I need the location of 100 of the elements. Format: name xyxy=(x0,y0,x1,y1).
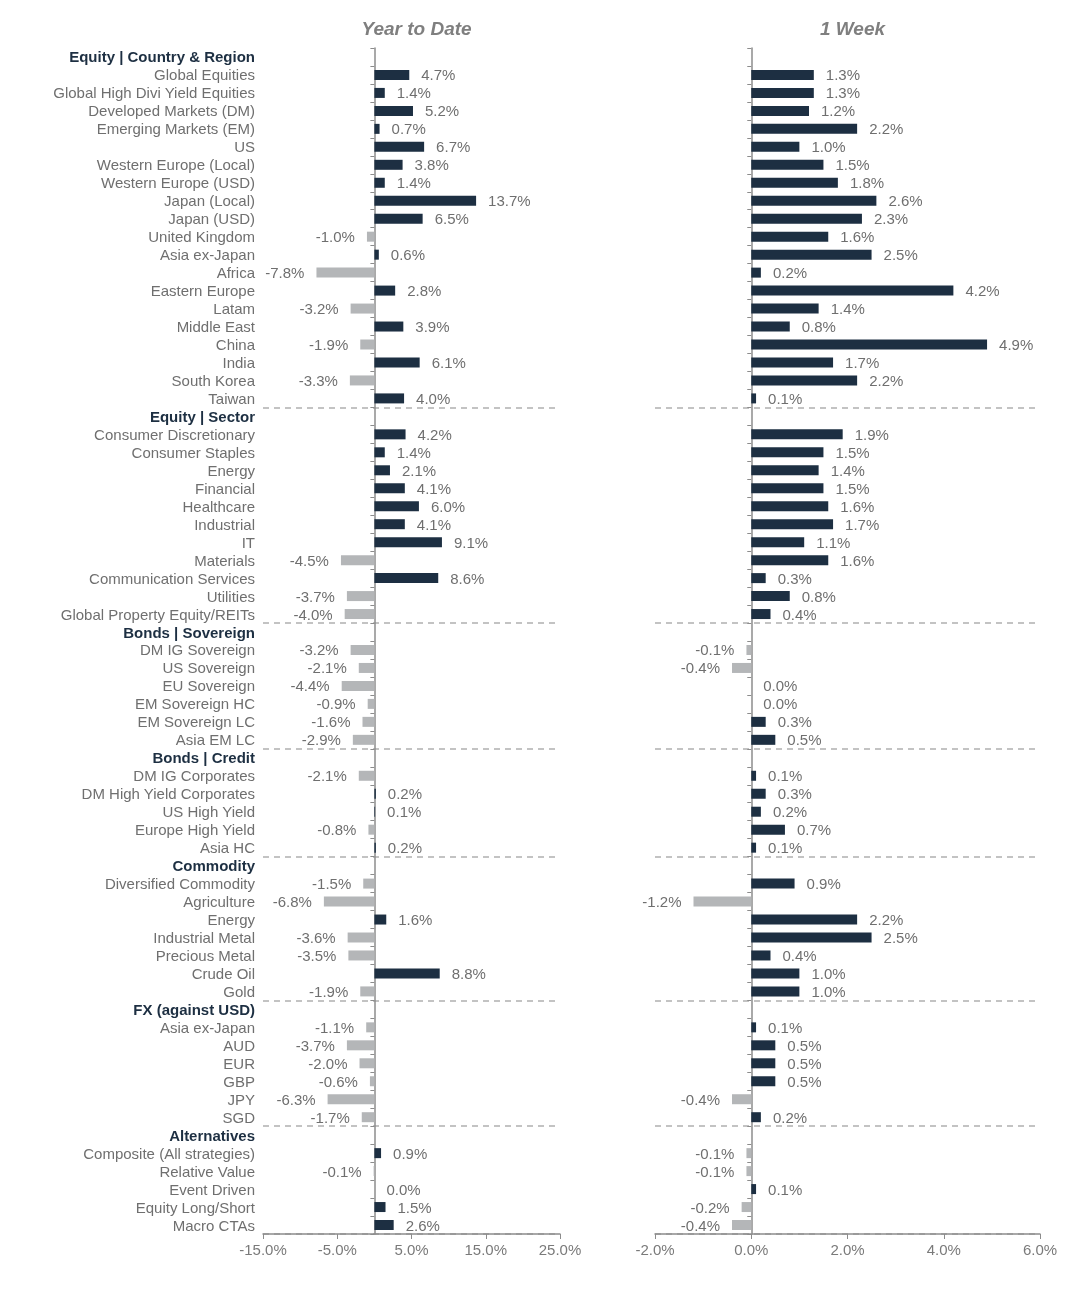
data-label: 2.1% xyxy=(401,461,437,479)
data-label: -1.9% xyxy=(309,982,349,1000)
x-tick-label: 25.0% xyxy=(538,1241,582,1258)
bar xyxy=(366,231,375,242)
data-label: 6.1% xyxy=(431,353,466,371)
y-tick-label: Global Property Equity/REITs xyxy=(60,605,255,623)
bar xyxy=(751,1022,757,1033)
bar xyxy=(751,105,809,116)
y-tick-label: US xyxy=(234,138,255,156)
data-label: 4.2% xyxy=(417,425,452,443)
bar xyxy=(366,1022,375,1033)
bar xyxy=(374,447,385,458)
bar xyxy=(374,573,439,584)
data-label: -3.5% xyxy=(297,946,337,964)
bar xyxy=(751,249,872,260)
data-label: 1.6% xyxy=(840,551,875,569)
bar xyxy=(751,429,843,440)
bar xyxy=(360,986,375,997)
data-label: 2.2% xyxy=(869,120,904,138)
x-tick-label: 5.0% xyxy=(394,1241,429,1258)
bar xyxy=(751,878,795,889)
y-tick-label: Communication Services xyxy=(89,569,255,587)
y-tick-label: Agriculture xyxy=(183,893,255,911)
data-label: 1.4% xyxy=(830,300,865,318)
y-tick-label: Materials xyxy=(194,551,255,569)
y-tick-label: India xyxy=(222,353,256,371)
data-label: 4.7% xyxy=(421,66,456,84)
bar xyxy=(746,1148,752,1159)
data-label: 1.7% xyxy=(845,353,880,371)
bar xyxy=(374,285,396,296)
data-label: 4.2% xyxy=(965,282,1000,300)
y-tick-label: AUD xyxy=(223,1036,256,1054)
data-label: -1.2% xyxy=(642,893,682,911)
bar xyxy=(362,716,375,727)
data-label: -3.6% xyxy=(296,929,336,946)
data-label: 1.6% xyxy=(840,497,875,515)
bar xyxy=(374,159,403,170)
bar xyxy=(374,357,420,368)
bar xyxy=(693,896,752,907)
bar xyxy=(751,501,829,512)
y-tick-label: DM IG Sovereign xyxy=(139,641,255,659)
data-label: 1.4% xyxy=(396,84,431,102)
bar xyxy=(751,213,862,224)
y-tick-label: United Kingdom xyxy=(148,228,255,246)
data-label: 0.1% xyxy=(768,1180,803,1198)
data-label: 8.8% xyxy=(451,964,486,982)
data-label: -3.7% xyxy=(295,1036,335,1054)
bar xyxy=(751,141,800,152)
y-tick-label: Global Equities xyxy=(154,66,255,84)
data-label: -3.2% xyxy=(299,300,339,318)
x-tick-label: 15.0% xyxy=(464,1241,508,1258)
data-label: 5.2% xyxy=(424,102,460,120)
data-label: 0.0% xyxy=(386,1180,421,1198)
bar xyxy=(751,609,771,620)
bar xyxy=(751,842,757,853)
y-tick-label: Industrial Metal xyxy=(153,929,255,946)
y-tick-label: Commodity xyxy=(172,857,256,875)
y-tick-label: Taiwan xyxy=(208,389,255,407)
y-tick-label: GBP xyxy=(223,1072,255,1090)
data-label: 0.9% xyxy=(393,1144,428,1162)
y-tick-label: DM IG Corporates xyxy=(133,767,255,785)
data-label: -0.1% xyxy=(695,641,735,659)
bar xyxy=(358,770,375,781)
data-label: 1.5% xyxy=(397,1198,432,1216)
bar xyxy=(732,1094,752,1105)
data-label: 2.2% xyxy=(869,911,904,929)
data-label: 1.5% xyxy=(835,156,870,174)
data-label: 0.0% xyxy=(763,677,798,695)
y-tick-label: EM Sovereign LC xyxy=(137,713,256,731)
data-label: 0.2% xyxy=(772,1108,808,1126)
data-label: 1.4% xyxy=(396,174,431,192)
bar xyxy=(751,1112,761,1123)
data-label: -1.9% xyxy=(309,336,349,353)
y-tick-label: Energy xyxy=(207,461,256,479)
bar xyxy=(751,321,790,332)
data-label: -0.1% xyxy=(695,1162,735,1180)
data-label: -0.2% xyxy=(690,1198,730,1216)
bar xyxy=(374,1220,394,1231)
bar xyxy=(327,1094,375,1105)
y-tick-label: Crude Oil xyxy=(191,964,255,982)
data-label: -2.1% xyxy=(307,767,347,785)
bar xyxy=(374,465,390,476)
bar xyxy=(374,141,425,152)
x-tick-label: 6.0% xyxy=(1022,1241,1058,1258)
data-label: -2.9% xyxy=(301,731,341,749)
bar xyxy=(368,824,375,835)
bar xyxy=(751,483,824,494)
bar xyxy=(374,123,380,134)
y-tick-label: Middle East xyxy=(176,318,256,336)
y-tick-label: Healthcare xyxy=(182,497,255,515)
bar xyxy=(741,1202,752,1213)
y-tick-label: Africa xyxy=(216,264,256,282)
y-tick-label: Japan (Local) xyxy=(164,192,255,210)
data-label: -3.7% xyxy=(295,587,335,605)
data-label: 1.0% xyxy=(811,138,846,156)
data-label: 1.6% xyxy=(398,911,433,929)
bar xyxy=(350,303,375,314)
data-label: -7.8% xyxy=(265,264,305,282)
bar xyxy=(367,698,375,709)
data-label: -0.1% xyxy=(695,1144,735,1162)
